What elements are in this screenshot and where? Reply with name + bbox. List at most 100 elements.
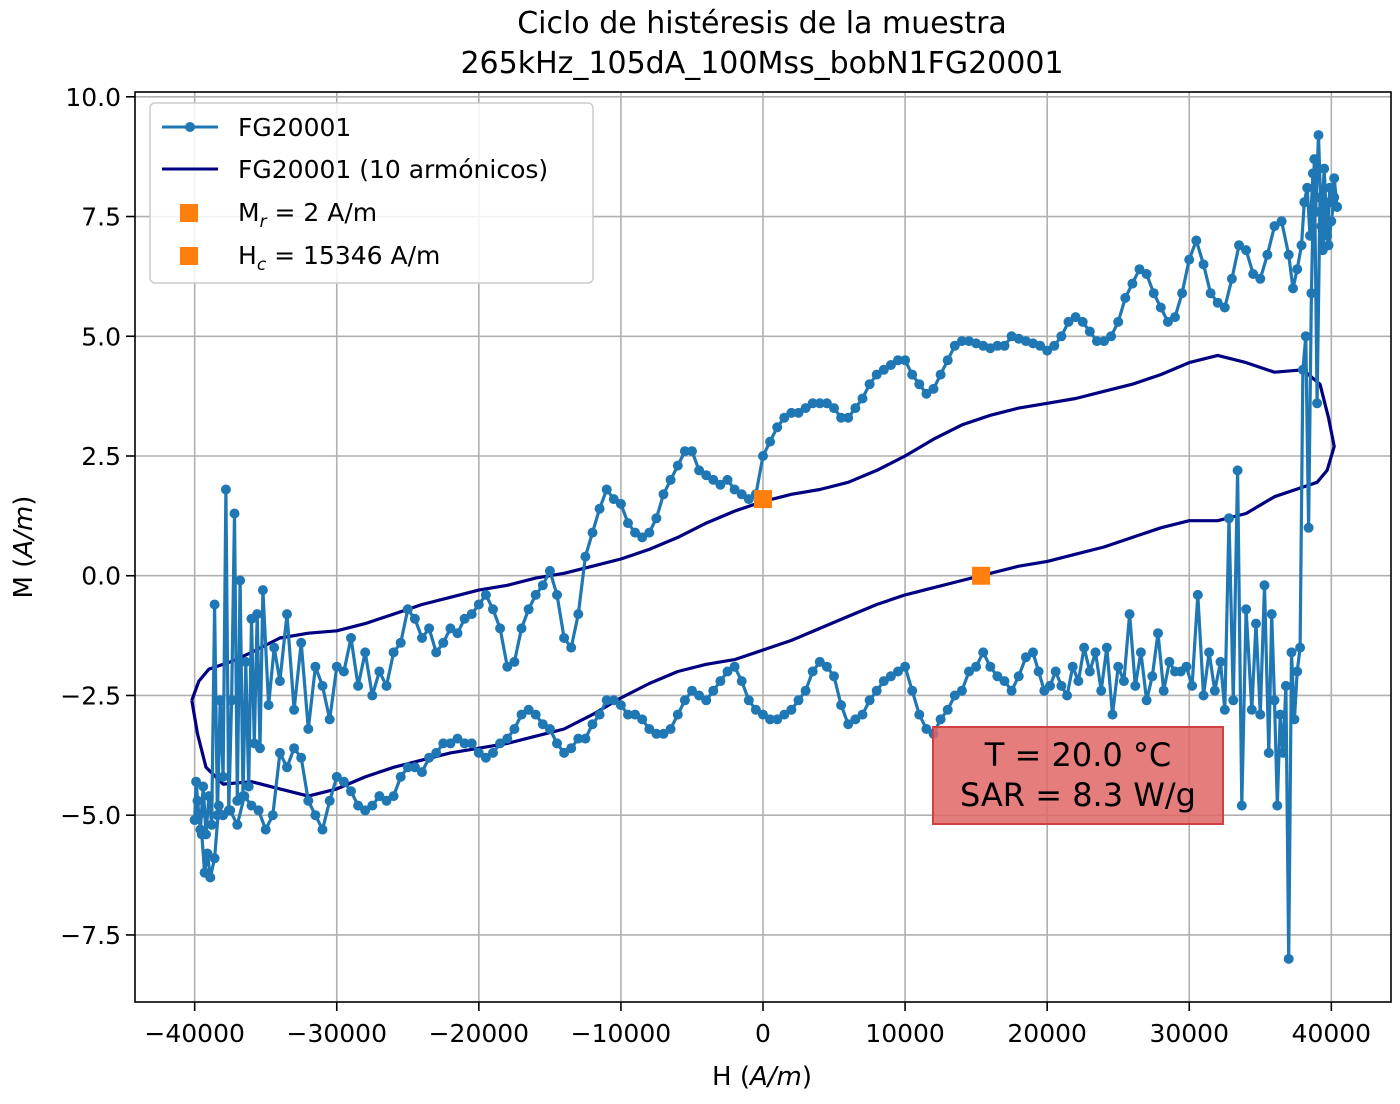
raw-data-point [814, 656, 825, 667]
raw-data-point [1272, 800, 1283, 811]
x-tick-label: −40000 [144, 1019, 244, 1048]
raw-data-point [658, 728, 669, 739]
raw-data-point [786, 704, 797, 715]
raw-data-point [206, 819, 217, 830]
raw-data-point [267, 810, 278, 821]
raw-data-point [1241, 604, 1252, 615]
legend-label-remanence-sub: r [260, 212, 268, 232]
raw-data-point [1135, 647, 1146, 658]
raw-data-point [779, 709, 790, 720]
raw-data-point [857, 393, 868, 404]
raw-data-point [1177, 288, 1188, 299]
plot-series [189, 130, 1342, 964]
raw-data-point [1248, 269, 1259, 279]
raw-data-point [1187, 680, 1198, 691]
raw-data-point [942, 704, 953, 715]
raw-data-point [331, 771, 342, 782]
raw-data-point [729, 484, 740, 495]
raw-data-point [644, 724, 655, 734]
raw-data-point [580, 551, 591, 562]
raw-data-point [786, 407, 797, 418]
raw-data-point [893, 355, 903, 366]
raw-data-point [864, 695, 875, 706]
raw-data-point [907, 685, 918, 696]
raw-data-point [1315, 192, 1325, 203]
raw-data-point [765, 436, 776, 447]
raw-data-point [1062, 690, 1073, 701]
raw-data-point [1063, 316, 1074, 327]
raw-data-point [679, 695, 690, 706]
raw-data-point [694, 690, 705, 701]
raw-data-point [1170, 666, 1180, 677]
raw-data-point [502, 733, 513, 744]
raw-data-point [921, 724, 932, 734]
raw-data-point [1251, 618, 1261, 629]
raw-data-point [1329, 192, 1340, 203]
raw-data-point [949, 340, 960, 351]
raw-data-point [1130, 680, 1141, 691]
raw-data-point [871, 369, 882, 380]
raw-data-point [388, 791, 399, 802]
raw-data-point [1204, 647, 1215, 658]
y-tick-label: 2.5 [81, 442, 121, 471]
raw-data-point [424, 623, 435, 634]
raw-data-point [509, 656, 520, 667]
raw-data-point [459, 613, 470, 624]
raw-data-point [1319, 163, 1330, 174]
raw-data-point [1255, 709, 1266, 720]
raw-data-point [260, 824, 271, 835]
raw-data-point [488, 604, 498, 615]
raw-data-point [269, 642, 280, 653]
raw-data-point [623, 709, 633, 720]
raw-data-point [417, 767, 427, 778]
raw-data-point [395, 637, 406, 648]
raw-data-point [573, 609, 584, 620]
raw-data-point [252, 609, 263, 620]
raw-data-point [651, 728, 662, 739]
raw-data-point [836, 412, 847, 423]
raw-data-point [445, 738, 456, 749]
raw-data-point [999, 340, 1010, 351]
raw-data-point [800, 685, 811, 696]
raw-data-point [1113, 316, 1124, 327]
raw-data-point [374, 791, 385, 802]
marker-h-c [972, 566, 991, 585]
y-axis-label-close: ) [9, 496, 39, 506]
raw-data-point [956, 336, 967, 347]
raw-data-point [1316, 221, 1327, 232]
raw-data-point [317, 680, 328, 691]
raw-data-point [701, 470, 712, 481]
raw-data-point [1234, 240, 1244, 251]
raw-data-point [942, 355, 953, 366]
raw-data-point [836, 700, 847, 711]
raw-data-point [225, 805, 236, 816]
raw-data-point [1306, 288, 1317, 299]
raw-data-point [215, 695, 226, 706]
raw-data-point [1324, 182, 1335, 193]
raw-data-point [232, 819, 243, 830]
raw-data-point [1039, 685, 1050, 696]
raw-data-point [1134, 264, 1145, 275]
raw-data-point [580, 733, 591, 744]
annotation-background [932, 726, 1224, 825]
legend-frame [149, 102, 594, 284]
raw-data-point [381, 795, 392, 806]
raw-data-point [843, 412, 854, 423]
raw-data-point [1056, 331, 1067, 342]
y-axis-ticks: −7.5 −5.0 −2.5 0.0 2.5 5.0 7.5 10.0 [60, 83, 135, 950]
raw-data-point [637, 532, 648, 543]
raw-data-point [296, 637, 307, 648]
raw-data-point [665, 724, 676, 734]
legend-label-coercivity-main: H [238, 241, 257, 270]
raw-data-point [1226, 273, 1237, 284]
raw-data-point [1215, 656, 1226, 667]
raw-data-point [331, 661, 342, 672]
raw-data-point [971, 661, 982, 672]
raw-data-point [1107, 709, 1118, 720]
raw-data-point [1299, 197, 1310, 208]
raw-data-point [452, 733, 463, 744]
raw-data-point [473, 747, 484, 758]
raw-data-point [1263, 747, 1274, 758]
raw-data-point [601, 695, 612, 706]
raw-data-point [544, 724, 555, 734]
